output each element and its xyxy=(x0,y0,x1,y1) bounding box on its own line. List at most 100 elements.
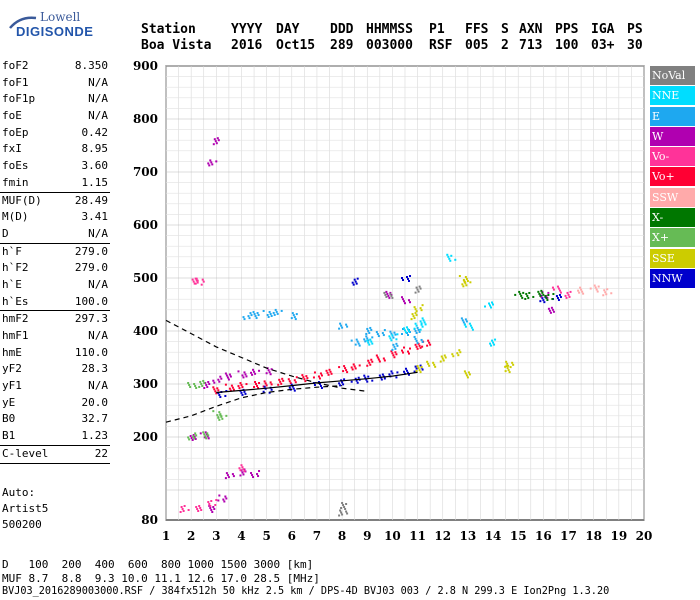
data-point xyxy=(269,312,272,315)
data-point xyxy=(418,330,421,333)
data-point xyxy=(368,361,371,364)
param-row: C-level 22 xyxy=(0,446,112,463)
scaled-parameters-panel: foF2 8.350 foF1 N/A foF1p N/A foE N/A foEp 0.42 fx… xyxy=(0,58,112,464)
legend-item-ssw: SSW xyxy=(650,187,695,207)
data-point xyxy=(231,473,234,476)
data-point xyxy=(549,311,552,314)
data-point xyxy=(291,385,294,388)
data-point xyxy=(432,361,435,364)
data-point xyxy=(408,373,410,376)
data-point xyxy=(416,288,419,291)
data-point xyxy=(414,337,417,340)
data-point xyxy=(216,137,219,140)
profile-curve xyxy=(165,385,343,423)
data-point xyxy=(367,329,370,332)
data-point xyxy=(464,318,467,321)
data-point xyxy=(207,381,210,383)
data-point xyxy=(224,495,227,498)
data-point xyxy=(327,373,330,376)
data-point xyxy=(207,437,210,440)
data-point xyxy=(346,512,349,515)
data-point xyxy=(597,285,600,288)
data-point xyxy=(270,388,273,391)
data-point xyxy=(243,318,246,321)
data-point xyxy=(288,380,291,383)
data-point xyxy=(195,277,198,280)
data-point xyxy=(504,370,507,373)
data-point xyxy=(391,348,394,351)
param-name: h`Es xyxy=(2,294,29,308)
param-value: 110.0 xyxy=(74,345,108,359)
header-value-6: 005 xyxy=(465,38,489,53)
data-point xyxy=(406,369,408,372)
data-point xyxy=(211,511,214,513)
data-point xyxy=(343,378,346,381)
data-point xyxy=(217,389,220,392)
data-point xyxy=(519,292,522,295)
data-point xyxy=(550,306,553,309)
param-name: B0 xyxy=(2,412,16,426)
data-point xyxy=(239,474,242,477)
data-point xyxy=(548,309,551,312)
data-point xyxy=(224,395,227,398)
data-point xyxy=(244,392,247,395)
param-name: h`F2 xyxy=(2,261,29,275)
data-point xyxy=(240,384,243,387)
header-label-5: P1 xyxy=(429,22,445,37)
data-point xyxy=(552,288,555,291)
data-point xyxy=(558,294,561,297)
data-point xyxy=(229,389,232,392)
data-point xyxy=(196,279,199,282)
param-name: hmE xyxy=(2,345,22,359)
data-point xyxy=(232,388,235,391)
data-point xyxy=(416,341,419,344)
data-point xyxy=(415,324,418,327)
data-point xyxy=(462,285,465,288)
data-point xyxy=(541,291,544,294)
data-point xyxy=(390,339,393,342)
data-point xyxy=(212,143,215,146)
param-row: foF1p N/A xyxy=(0,91,112,108)
param-name: foEs xyxy=(2,159,29,173)
data-point xyxy=(403,370,405,373)
data-point xyxy=(241,466,244,469)
data-point xyxy=(339,509,342,512)
data-point xyxy=(401,333,403,335)
data-point xyxy=(204,382,207,384)
data-point xyxy=(426,360,429,363)
x-tick-label: 4 xyxy=(237,529,245,543)
y-tick-label: 200 xyxy=(133,430,158,444)
data-point xyxy=(419,346,422,349)
param-value: N/A xyxy=(88,226,108,240)
data-point xyxy=(369,338,372,341)
data-point xyxy=(388,335,391,338)
data-point xyxy=(278,378,281,381)
data-point xyxy=(258,470,261,473)
data-point xyxy=(565,296,568,299)
data-point xyxy=(345,510,348,513)
data-point xyxy=(426,344,429,347)
header-value-10: 03+ xyxy=(591,38,615,53)
data-point xyxy=(439,360,442,363)
data-point xyxy=(406,276,408,278)
data-point xyxy=(547,294,550,297)
data-point xyxy=(417,290,420,293)
data-point xyxy=(249,312,252,315)
data-point xyxy=(267,315,270,318)
data-point xyxy=(371,342,374,345)
data-point xyxy=(463,280,466,283)
data-point xyxy=(294,318,297,321)
data-point xyxy=(312,376,315,379)
data-point xyxy=(254,315,257,318)
data-point xyxy=(441,357,444,360)
data-point xyxy=(180,506,183,508)
data-point xyxy=(225,414,228,417)
data-point xyxy=(462,279,465,281)
data-point xyxy=(350,339,353,342)
data-point xyxy=(401,296,403,299)
data-point xyxy=(292,314,295,317)
data-point xyxy=(270,368,273,371)
data-point xyxy=(194,438,197,440)
legend-item-w: W xyxy=(650,126,695,146)
